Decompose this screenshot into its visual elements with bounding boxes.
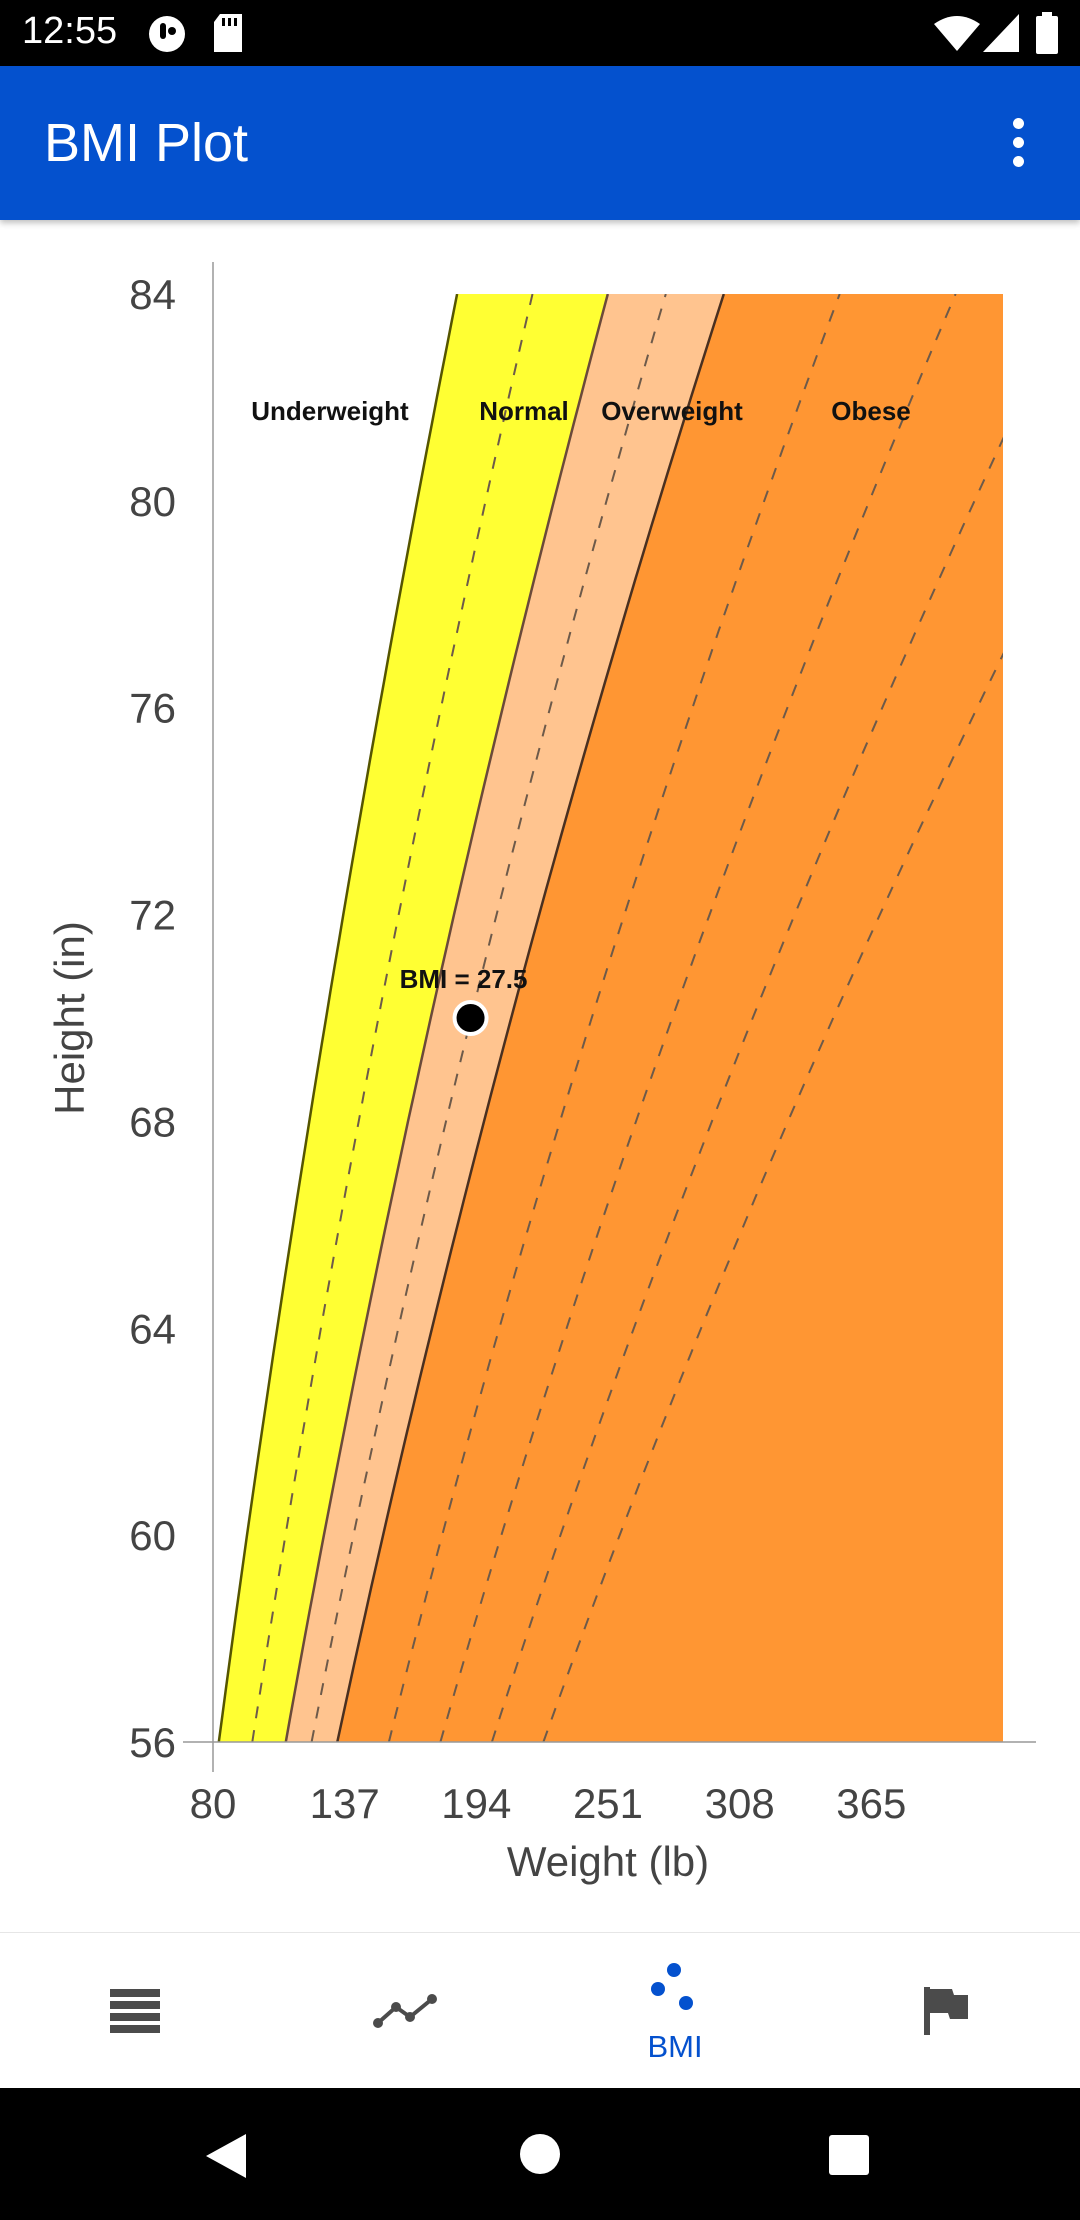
region-label-overweight: Overweight (601, 396, 743, 426)
region-label-obese: Obese (831, 396, 911, 426)
bmi-dashed-line-1 (310, 294, 667, 1742)
bmi-dots-icon (651, 1963, 693, 2010)
region-normal (218, 294, 608, 1742)
battery-icon (1036, 12, 1058, 54)
bmi-boundary-line-1 (284, 294, 610, 1742)
bmi-dashed-line-0 (251, 294, 534, 1742)
y-axis-label: Height (in) (46, 921, 93, 1115)
region-overweight (285, 294, 724, 1742)
bottom-navigation: BMI (0, 1932, 1080, 2089)
nav-item-bmi[interactable]: BMI (540, 1933, 810, 2089)
status-time: 12:55 (22, 10, 118, 52)
y-tick-label-6: 60 (129, 1512, 176, 1559)
y-tick-label-4: 68 (129, 1098, 176, 1145)
signal-icon (983, 14, 1019, 52)
notification-icon (149, 16, 185, 52)
nav-label-bmi: BMI (647, 2029, 703, 2064)
bmi-point-label: BMI = 27.5 (400, 964, 528, 994)
bmi-boundary-line-2 (336, 294, 725, 1742)
bmi-dashed-line-4 (490, 436, 1003, 1742)
app-title: BMI Plot (44, 113, 249, 173)
x-tick-label-1: 137 (310, 1780, 380, 1827)
app-bar: BMI Plot (0, 66, 1080, 220)
bmi-dashed-line-3 (439, 294, 957, 1742)
y-tick-label-3: 72 (129, 892, 176, 939)
bmi-data-point[interactable] (452, 1000, 489, 1036)
bmi-chart[interactable]: 84 80 76 72 68 64 60 56 80 137 194 251 308 365 Weight … (0, 220, 1080, 1930)
x-tick-label-4: 308 (705, 1780, 775, 1827)
x-tick-label-2: 194 (441, 1780, 511, 1827)
recents-icon[interactable] (828, 2134, 870, 2176)
nav-item-trend[interactable] (270, 1933, 540, 2089)
region-obese (337, 294, 1003, 1742)
nav-item-list[interactable] (0, 1933, 270, 2089)
y-tick-label-1: 80 (129, 478, 176, 525)
y-tick-label-5: 64 (129, 1305, 176, 1352)
list-icon (110, 1989, 160, 2033)
system-navigation-bar (0, 2088, 1080, 2220)
y-tick-label-7: 56 (129, 1719, 176, 1766)
home-icon[interactable] (518, 2132, 562, 2176)
region-label-underweight: Underweight (251, 396, 409, 426)
plot-regions (217, 294, 1003, 1742)
y-tick-label-2: 76 (129, 685, 176, 732)
x-tick-label-0: 80 (190, 1780, 237, 1827)
bmi-boundary-line-0 (217, 294, 459, 1742)
y-tick-label-0: 84 (129, 271, 176, 318)
nav-item-flag[interactable] (810, 1933, 1080, 2089)
more-vert-icon[interactable] (990, 110, 1046, 176)
x-axis-label: Weight (lb) (507, 1838, 709, 1885)
status-bar: 12:55 (0, 0, 1080, 66)
region-label-normal: Normal (479, 396, 569, 426)
x-tick-label-3: 251 (573, 1780, 643, 1827)
back-icon[interactable] (204, 2132, 248, 2180)
x-tick-label-5: 365 (836, 1780, 906, 1827)
flag-icon (924, 1987, 968, 2035)
bmi-chart-svg: 84 80 76 72 68 64 60 56 80 137 194 251 308 365 Weight … (46, 262, 1036, 1885)
wifi-icon (934, 16, 980, 51)
trend-line-icon (373, 1994, 437, 2028)
bmi-dashed-line-2 (387, 294, 841, 1742)
sd-card-icon (214, 14, 242, 52)
